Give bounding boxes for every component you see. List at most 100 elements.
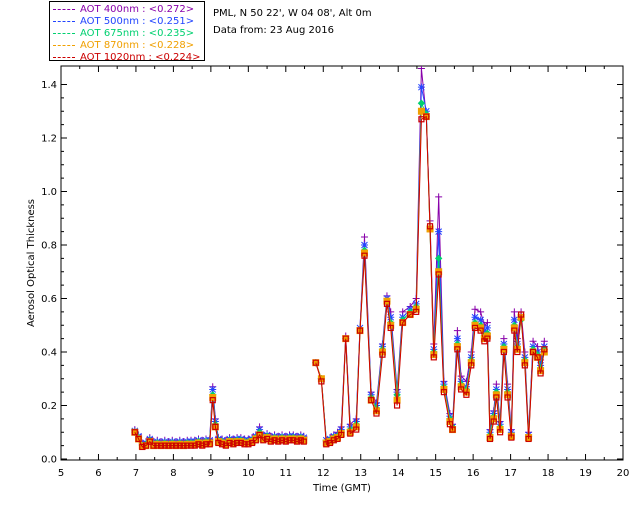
data-point: [318, 378, 325, 385]
data-point: [417, 83, 425, 91]
legend-entry-400nm: AOT 400nm : <0.272>: [53, 4, 194, 16]
x-tick-label: 19: [579, 468, 592, 479]
data-point: [338, 431, 345, 439]
data-point: [387, 313, 395, 321]
data-point: [510, 308, 518, 316]
data-point: [154, 442, 161, 449]
legend-label-500nm: AOT 500nm : <0.251>: [80, 16, 195, 27]
data-point: [435, 271, 442, 278]
data-point: [435, 228, 443, 236]
plot-frame: [60, 65, 624, 461]
data-point: [435, 193, 443, 201]
series-2: [131, 99, 549, 450]
data-point: [500, 348, 507, 356]
data-point: [423, 113, 430, 120]
data-point: [497, 429, 504, 436]
data-point: [135, 435, 142, 443]
data-point: [252, 437, 259, 444]
data-point: [150, 442, 157, 449]
data-point: [417, 99, 426, 107]
x-tick-label: 9: [208, 468, 214, 479]
data-point: [172, 442, 180, 449]
data-point: [212, 423, 219, 430]
data-point: [245, 441, 252, 448]
data-point: [286, 437, 293, 444]
x-tick-label: 12: [317, 468, 330, 479]
legend-swatch-500nm: [53, 20, 75, 22]
legend-label-870nm: AOT 870nm : <0.228>: [80, 40, 195, 51]
axes: 5 6 7 8 9 10 11 12 13 14 15 16 17 18 19 20 0.0 0.2 0.4 0.6 0…: [41, 66, 629, 479]
data-point: [383, 300, 391, 307]
data-point: [353, 426, 360, 433]
data-point: [146, 438, 153, 445]
data-point: [529, 348, 537, 356]
data-point: [541, 346, 548, 353]
data-point: [430, 354, 437, 361]
data-point: [453, 335, 461, 343]
data-point: [142, 442, 150, 449]
data-point: [504, 394, 511, 401]
data-point: [226, 439, 233, 447]
x-tick-label: 11: [279, 468, 292, 479]
data-point: [206, 441, 213, 448]
series-line: [134, 102, 545, 447]
y-axis-label: Aerosol Optical Thickness: [26, 199, 37, 327]
data-point: [184, 442, 191, 449]
data-point: [440, 389, 448, 396]
x-tick-label: 16: [467, 468, 480, 479]
data-point: [139, 443, 146, 451]
series-3: [131, 107, 548, 450]
data-point: [360, 241, 368, 249]
x-tick-label: 18: [542, 468, 555, 479]
series-line: [134, 68, 545, 444]
data-point: [237, 439, 244, 447]
series-line: [134, 110, 545, 447]
data-point: [176, 442, 183, 449]
data-point: [195, 441, 202, 448]
y-tick-label: 0.8: [41, 241, 57, 252]
x-tick-label: 8: [170, 468, 176, 479]
data-point: [471, 305, 479, 313]
data-point: [417, 107, 425, 115]
data-point: [525, 435, 532, 443]
site-location-text: PML, N 50 22', W 04 08', Alt 0m: [213, 8, 372, 19]
data-point: [219, 441, 226, 448]
x-tick-label: 14: [392, 468, 405, 479]
data-point: [477, 308, 485, 316]
data-point: [368, 397, 375, 404]
data-point: [267, 438, 274, 445]
data-point: [202, 441, 210, 448]
data-point: [493, 394, 500, 401]
x-tick-label: 7: [133, 468, 139, 479]
x-axis-label: Time (GMT): [312, 483, 371, 494]
data-point: [209, 397, 216, 404]
series-4: [131, 113, 548, 451]
data-point: [278, 437, 286, 444]
data-point: [468, 362, 475, 369]
data-point: [490, 418, 497, 425]
data-point: [511, 327, 518, 334]
data-point: [209, 385, 217, 393]
series-0: [131, 66, 548, 447]
legend-entry-500nm: AOT 500nm : <0.251>: [53, 16, 194, 28]
data-point: [458, 386, 465, 393]
y-tick-label: 1.4: [41, 80, 57, 91]
series-line: [134, 115, 545, 448]
data-point: [256, 431, 263, 439]
data-point: [347, 430, 354, 437]
data-point: [399, 319, 406, 326]
data-point: [484, 335, 491, 342]
data-point: [379, 351, 386, 358]
data-point: [471, 324, 479, 332]
data-point: [323, 441, 330, 448]
y-tick-label: 1.0: [41, 187, 57, 198]
data-point: [334, 435, 341, 443]
data-point: [356, 327, 364, 334]
x-tick-label: 5: [58, 468, 64, 479]
data-point: [169, 442, 176, 449]
data-point: [387, 324, 394, 332]
data-point: [241, 441, 248, 448]
legend-entry-1020nm: AOT 1020nm : <0.224>: [53, 52, 200, 64]
data-point: [282, 438, 289, 445]
